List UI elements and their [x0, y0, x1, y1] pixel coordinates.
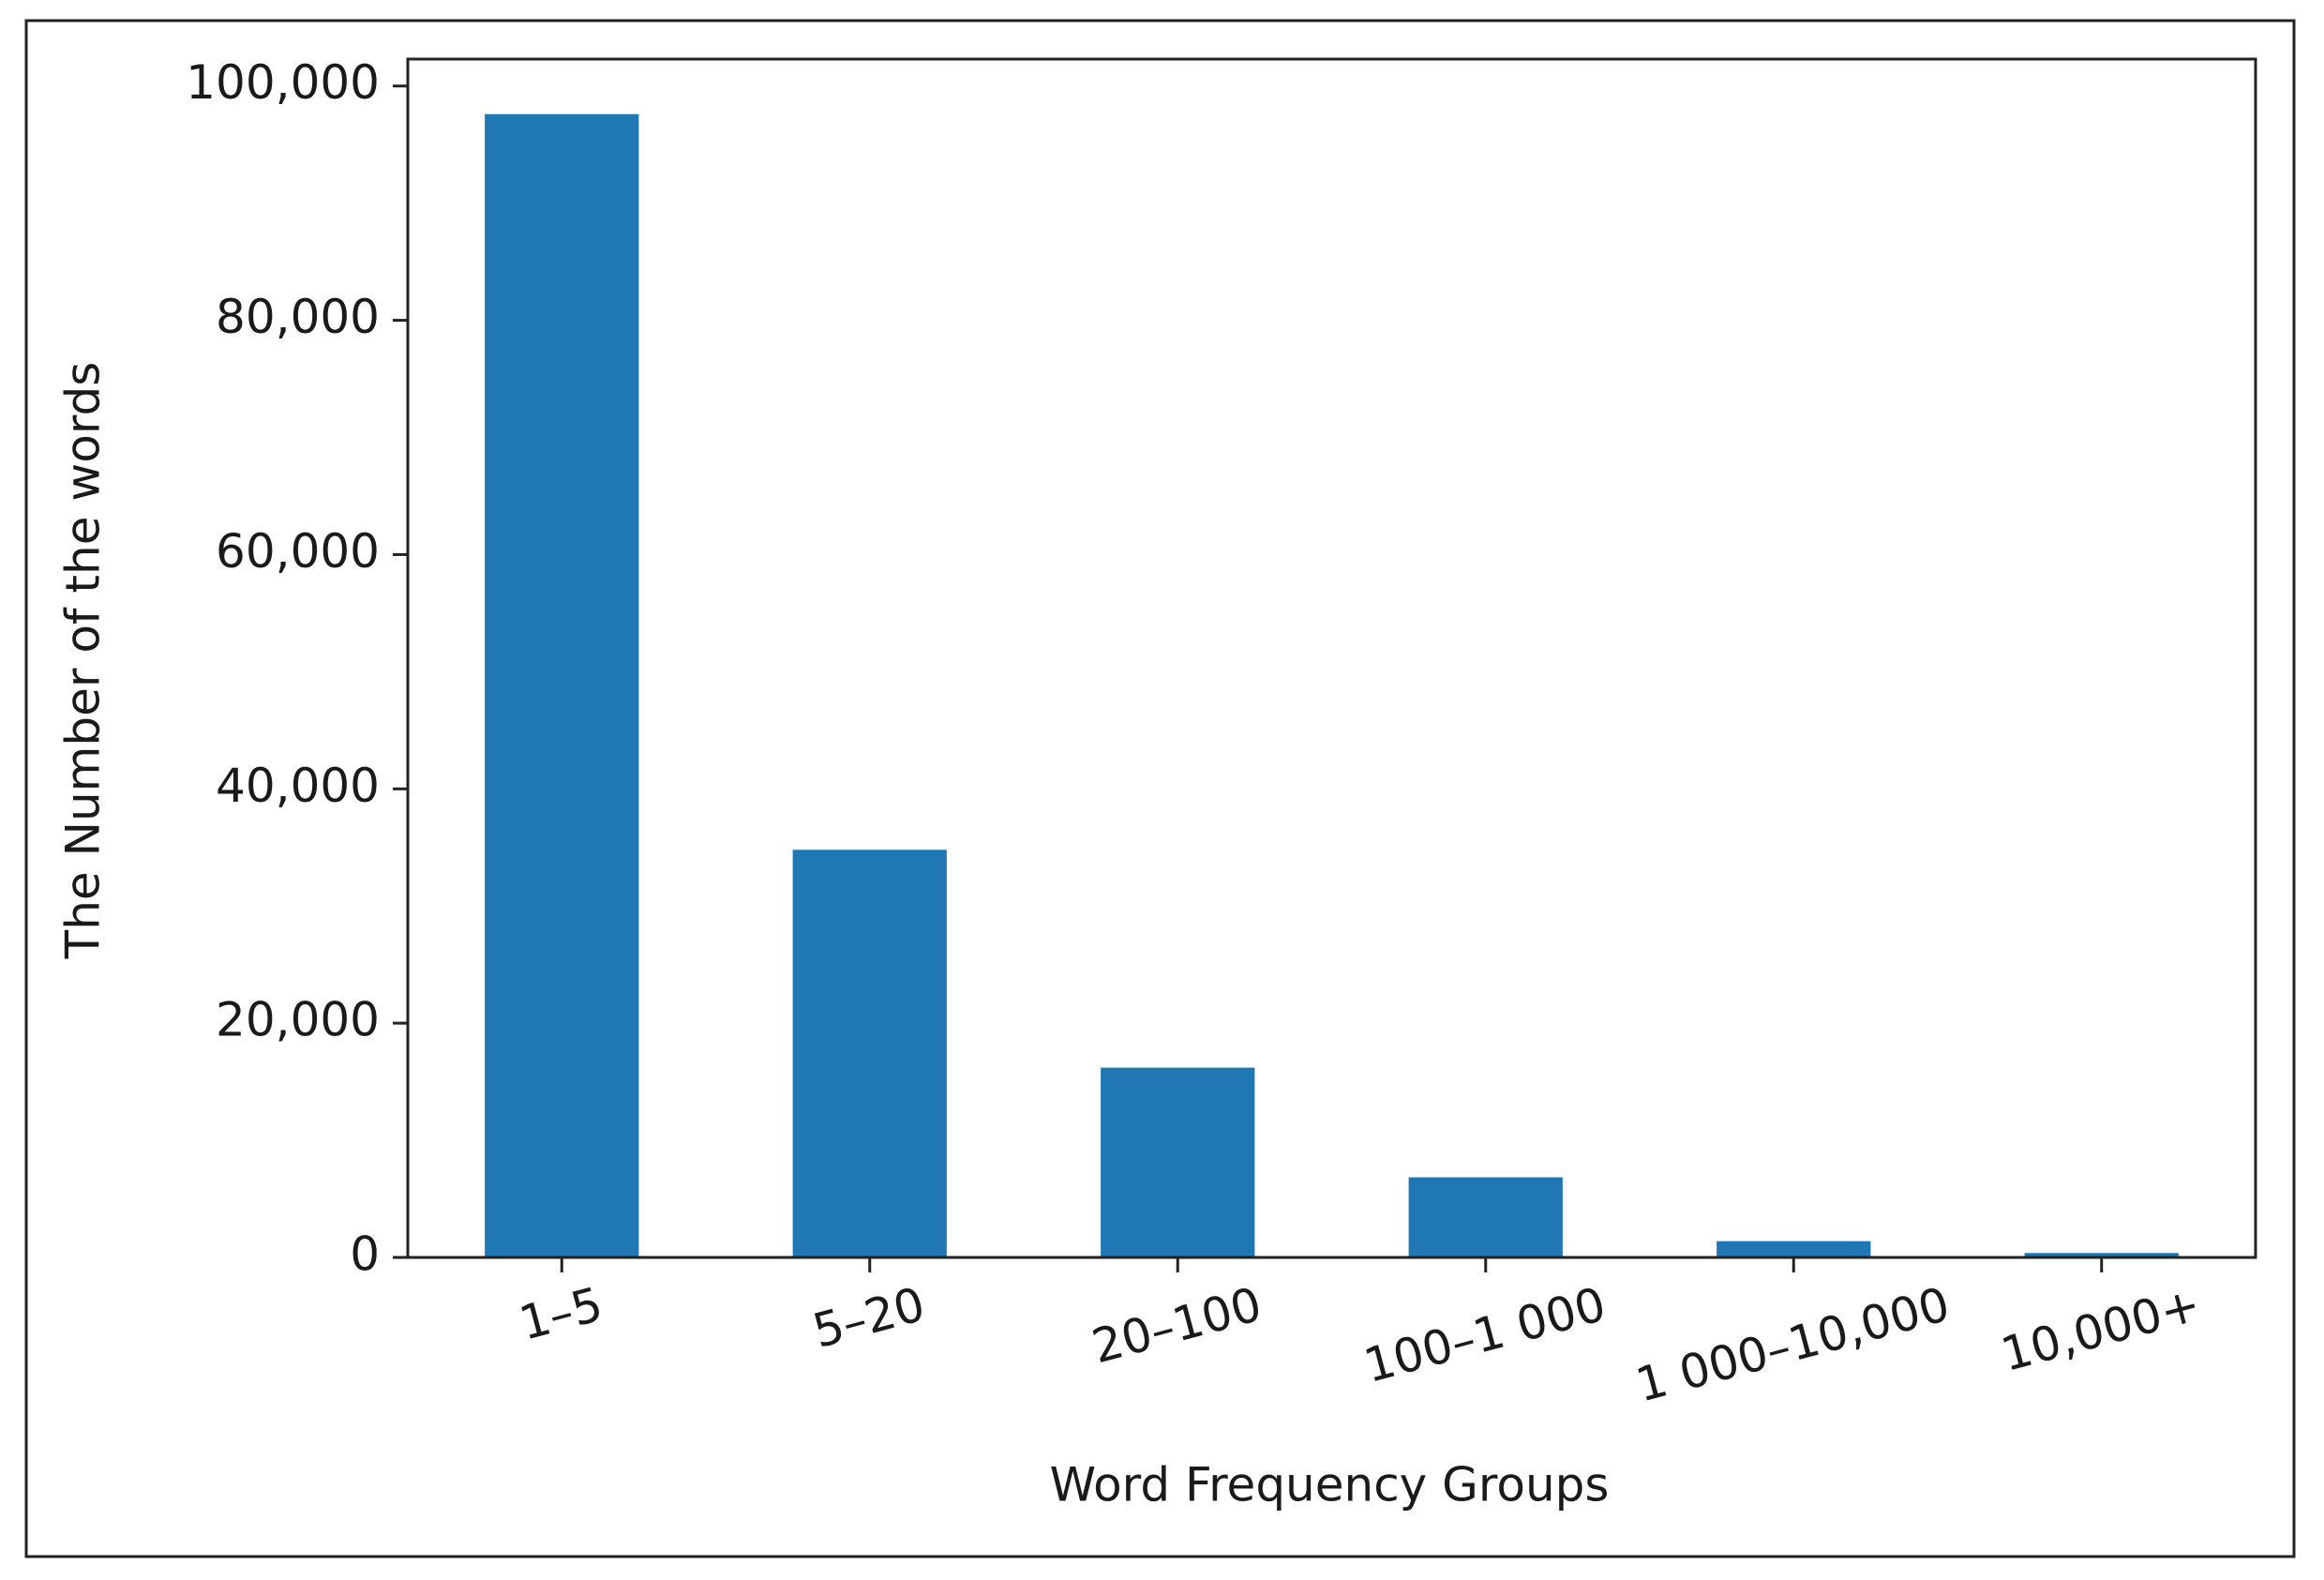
y-tick-label: 60,000 — [216, 524, 380, 579]
bar — [1717, 1241, 1871, 1257]
x-tick-label: 20–100 — [1087, 1277, 1267, 1375]
bar — [485, 113, 639, 1257]
y-tick-label: 0 — [350, 1227, 380, 1282]
bar — [1101, 1067, 1255, 1257]
x-axis-label: Word Frequency Groups — [1050, 1458, 1610, 1512]
x-tick-label: 1–5 — [514, 1277, 608, 1351]
x-tick-label: 10,000+ — [1996, 1277, 2206, 1382]
x-tick-label: 100–1 000 — [1358, 1277, 1612, 1393]
bar — [2024, 1253, 2179, 1257]
bar — [1408, 1177, 1563, 1257]
y-tick-label: 80,000 — [216, 290, 380, 344]
bar — [792, 850, 947, 1257]
y-axis-label: The Number of the words — [56, 362, 111, 960]
plot-frame — [406, 57, 2257, 1259]
outer-frame — [24, 19, 2296, 1558]
y-tick-label: 20,000 — [216, 993, 380, 1047]
x-tick-label: 1 000–10,000 — [1630, 1277, 1955, 1413]
y-tick-label: 40,000 — [216, 759, 380, 813]
y-tick-label: 100,000 — [186, 55, 380, 110]
x-tick-label: 5–20 — [807, 1277, 930, 1359]
